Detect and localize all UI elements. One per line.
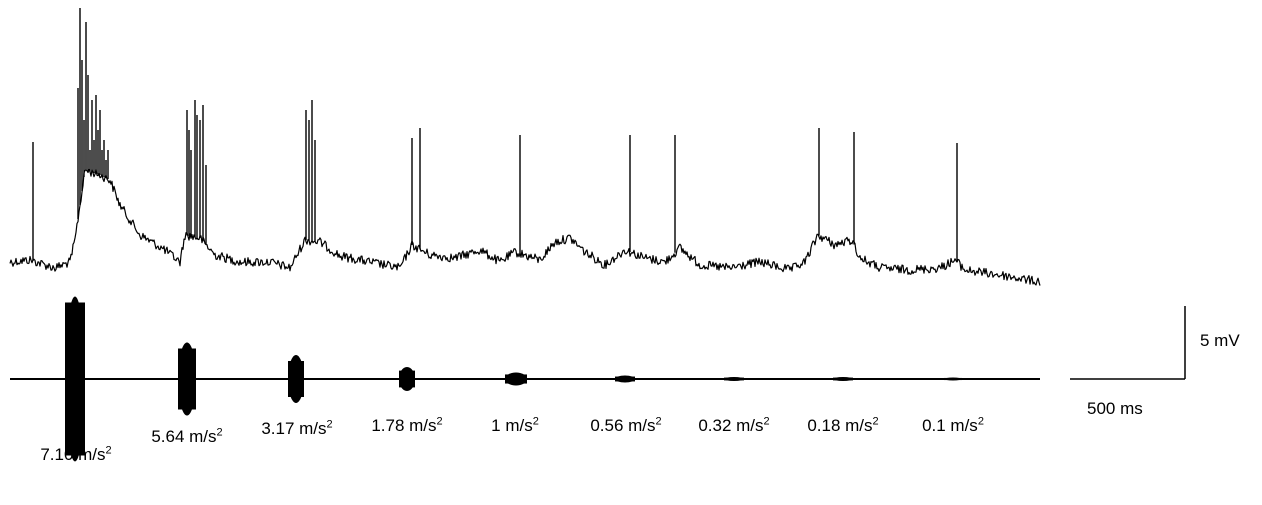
stimulus-burst-body-8 bbox=[833, 377, 853, 381]
stimulus-unit: m/s bbox=[78, 445, 106, 464]
stimulus-label-5: 1 m/s2 bbox=[491, 416, 539, 436]
stimulus-unit: m/s bbox=[299, 419, 327, 438]
stimulus-unit-exponent: 2 bbox=[436, 415, 443, 428]
stimulus-label-9: 0.1 m/s2 bbox=[922, 416, 984, 436]
stimulus-unit: m/s bbox=[736, 416, 764, 435]
stimulus-burst-body-3 bbox=[288, 361, 304, 397]
stimulus-value: 0.1 bbox=[922, 416, 951, 435]
stimulus-burst-body-9 bbox=[944, 377, 962, 381]
stimulus-unit: m/s bbox=[950, 416, 978, 435]
stimulus-unit-exponent: 2 bbox=[977, 415, 984, 428]
membrane-potential-trace bbox=[9, 168, 1041, 286]
scale-bar bbox=[1070, 306, 1186, 380]
stimulus-unit-exponent: 2 bbox=[105, 444, 112, 457]
stimulus-label-6: 0.56 m/s2 bbox=[590, 416, 661, 436]
stimulus-value: 1 bbox=[491, 416, 506, 435]
scale-bar-time-label: 500 ms bbox=[1087, 399, 1143, 418]
stimulus-value: 5.64 bbox=[151, 427, 190, 446]
stimulus-value: 0.32 bbox=[698, 416, 737, 435]
stimulus-unit: m/s bbox=[189, 427, 217, 446]
stimulus-value: 3.17 bbox=[261, 419, 300, 438]
stimulus-label-2: 5.64 m/s2 bbox=[151, 427, 222, 447]
stimulus-unit-exponent: 2 bbox=[872, 415, 879, 428]
stimulus-value: 7.10 bbox=[40, 445, 79, 464]
stimulus-bursts bbox=[65, 296, 962, 462]
stimulus-label-4: 1.78 m/s2 bbox=[371, 416, 442, 436]
stimulus-burst-body-5 bbox=[505, 374, 527, 384]
stimulus-label-3: 3.17 m/s2 bbox=[261, 419, 332, 439]
stimulus-label-7: 0.32 m/s2 bbox=[698, 416, 769, 436]
stimulus-burst-body-6 bbox=[615, 376, 635, 382]
stimulus-burst-body-7 bbox=[724, 377, 744, 381]
scale-bar-voltage-label: 5 mV bbox=[1200, 331, 1240, 350]
stimulus-unit-exponent: 2 bbox=[216, 426, 223, 439]
stimulus-unit-exponent: 2 bbox=[326, 418, 333, 431]
stimulus-burst-body-4 bbox=[399, 370, 415, 388]
stimulus-unit: m/s bbox=[628, 416, 656, 435]
stimulus-label-1: 7.10 m/s2 bbox=[40, 445, 111, 465]
stimulus-unit: m/s bbox=[505, 416, 533, 435]
stimulus-value: 0.56 bbox=[590, 416, 629, 435]
stimulus-value: 1.78 bbox=[371, 416, 410, 435]
stimulus-burst-body-1 bbox=[65, 302, 85, 456]
stimulus-unit-exponent: 2 bbox=[532, 415, 539, 428]
stimulus-label-8: 0.18 m/s2 bbox=[807, 416, 878, 436]
stimulus-unit-exponent: 2 bbox=[763, 415, 770, 428]
stimulus-value: 0.18 bbox=[807, 416, 846, 435]
stimulus-unit-exponent: 2 bbox=[655, 415, 662, 428]
stimulus-burst-body-2 bbox=[178, 348, 196, 410]
stimulus-unit: m/s bbox=[409, 416, 437, 435]
stimulus-unit: m/s bbox=[845, 416, 873, 435]
spike-group bbox=[32, 8, 958, 262]
